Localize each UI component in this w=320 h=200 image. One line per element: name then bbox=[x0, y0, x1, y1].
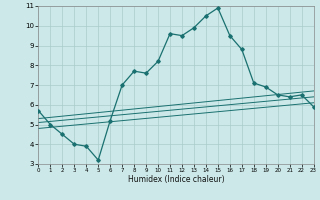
X-axis label: Humidex (Indice chaleur): Humidex (Indice chaleur) bbox=[128, 175, 224, 184]
